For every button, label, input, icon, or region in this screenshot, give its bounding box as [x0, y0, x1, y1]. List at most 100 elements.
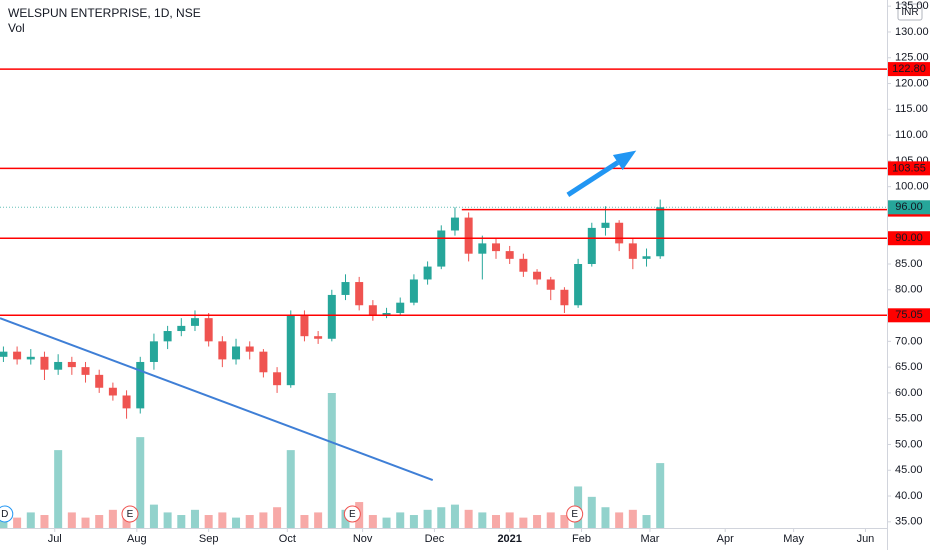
candle-body: [95, 374, 104, 388]
volume-bar: [519, 517, 528, 528]
volume-bar: [314, 512, 323, 528]
candle-body: [382, 312, 391, 316]
candle-body: [505, 251, 514, 259]
event-marker: [343, 505, 361, 523]
candle-body: [464, 217, 473, 254]
level-label: 122.80: [892, 63, 926, 75]
volume-bar: [450, 504, 459, 528]
candle-body: [601, 222, 610, 228]
candle-body: [368, 305, 377, 316]
candle-body: [327, 294, 336, 339]
last-price-label: 96.00: [895, 201, 923, 213]
candle-body: [259, 351, 268, 373]
volume-bar: [478, 512, 487, 528]
candle-body: [232, 346, 241, 360]
level-label-box: [888, 308, 930, 323]
y-tick-label: 85.00: [895, 258, 923, 270]
candle-body: [54, 361, 63, 370]
candle-body: [26, 356, 35, 360]
event-marker: [121, 505, 139, 523]
y-tick-label: 115.00: [895, 103, 928, 115]
volume-bar: [232, 517, 241, 528]
volume-bar: [368, 515, 377, 528]
volume-bar: [300, 515, 309, 528]
volume-bar: [587, 496, 596, 528]
y-tick-label: 100.00: [895, 181, 929, 193]
candle-body: [574, 264, 583, 306]
volume-bar: [13, 517, 22, 528]
candle-body: [163, 331, 172, 342]
y-tick-label: 50.00: [895, 438, 923, 450]
candle-body: [218, 341, 227, 360]
candle-body: [286, 315, 295, 386]
candle-body: [492, 243, 501, 252]
x-tick-label: Jul: [48, 533, 62, 545]
arrow-head: [612, 150, 637, 171]
volume-bar: [149, 504, 158, 528]
y-tick-label: 70.00: [895, 335, 923, 347]
candle-body: [136, 361, 145, 409]
volume-bar: [67, 512, 76, 528]
y-tick-label: 55.00: [895, 413, 923, 425]
volume-bar: [628, 509, 637, 528]
candle-body: [341, 282, 350, 295]
x-tick-label: Jun: [857, 533, 875, 545]
candle-body: [0, 351, 8, 357]
candle-body: [355, 282, 364, 306]
candle-body: [273, 372, 282, 386]
level-label-box: [888, 62, 930, 77]
x-tick-label: Sep: [199, 533, 219, 545]
candle-body: [396, 302, 405, 313]
currency-badge[interactable]: [897, 3, 923, 21]
candle-body: [204, 318, 213, 342]
x-tick-label: 2021: [497, 533, 521, 545]
volume-bar: [136, 437, 145, 528]
event-label: E: [127, 509, 134, 520]
level-label-box: [888, 161, 930, 176]
candle-body: [478, 243, 487, 254]
y-tick-label: 40.00: [895, 490, 923, 502]
last-price-box: [888, 200, 930, 215]
volume-bar: [204, 515, 213, 528]
y-tick-label: 130.00: [895, 26, 929, 38]
event-marker: [566, 505, 584, 523]
candle-body: [656, 207, 665, 257]
volume-bar: [54, 450, 63, 528]
volume-bar: [601, 507, 610, 528]
candle-body: [615, 222, 624, 244]
y-tick-label: 35.00: [895, 516, 923, 528]
x-tick-label: Mar: [640, 533, 659, 545]
candle-body: [560, 289, 569, 306]
trendline: [0, 317, 434, 481]
candle-body: [245, 346, 254, 352]
volume-bar: [40, 515, 49, 528]
event-marker: [0, 505, 14, 523]
candle-body: [122, 395, 131, 409]
volume-bar: [656, 463, 665, 528]
arrow-shaft: [566, 160, 620, 198]
y-tick-label: 45.00: [895, 464, 923, 476]
candle-body: [533, 271, 542, 280]
volume-bar: [259, 512, 268, 528]
volume-bar: [546, 512, 555, 528]
candle-body: [40, 356, 49, 370]
volume-bar: [396, 512, 405, 528]
x-tick-label: May: [783, 533, 804, 545]
volume-bar: [26, 512, 35, 528]
x-tick-label: Oct: [279, 533, 296, 545]
y-tick-label: 110.00: [895, 129, 928, 141]
level-label: 90.00: [895, 232, 923, 244]
candle-body: [190, 318, 199, 326]
level-label-box: [888, 231, 930, 246]
volume-bar: [177, 515, 186, 528]
chart-title: WELSPUN ENTERPRISE, 1D, NSE: [8, 6, 201, 20]
candle-body: [423, 266, 432, 280]
volume-bar: [560, 515, 569, 528]
volume-bar: [286, 450, 295, 528]
y-tick-label: 60.00: [895, 387, 923, 399]
candle-body: [67, 361, 76, 368]
x-tick-label: Aug: [127, 533, 147, 545]
